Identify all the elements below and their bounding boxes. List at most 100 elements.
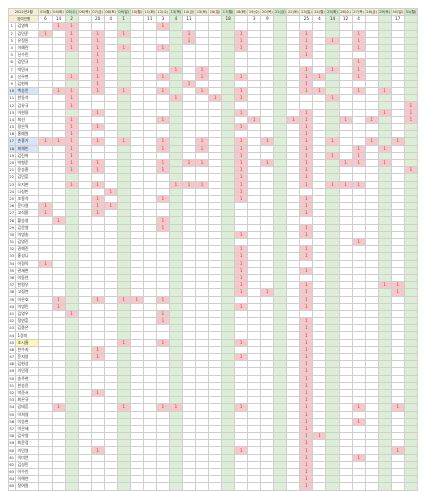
attendance-mark[interactable]: 1: [299, 432, 314, 441]
attendance-cell[interactable]: [129, 252, 144, 261]
attendance-cell[interactable]: [195, 302, 210, 311]
attendance-cell[interactable]: [286, 216, 301, 225]
attendance-cell[interactable]: [234, 360, 249, 369]
attendance-cell[interactable]: [142, 151, 157, 160]
attendance-cell[interactable]: [247, 482, 262, 491]
attendance-cell[interactable]: [247, 209, 262, 218]
attendance-cell[interactable]: [338, 453, 353, 462]
attendance-cell[interactable]: [273, 388, 288, 398]
attendance-mark[interactable]: 1: [299, 446, 314, 455]
attendance-cell[interactable]: [77, 151, 92, 160]
attendance-cell[interactable]: [299, 237, 314, 247]
attendance-cell[interactable]: [403, 223, 419, 232]
attendance-cell[interactable]: [208, 43, 223, 53]
attendance-cell[interactable]: [364, 22, 379, 31]
attendance-cell[interactable]: [129, 381, 144, 390]
attendance-cell[interactable]: [364, 79, 379, 89]
attendance-cell[interactable]: [221, 101, 236, 110]
attendance-cell[interactable]: [312, 79, 327, 89]
attendance-cell[interactable]: [103, 475, 118, 484]
attendance-cell[interactable]: [38, 180, 53, 189]
attendance-cell[interactable]: [38, 166, 53, 175]
attendance-mark[interactable]: 1: [351, 65, 366, 74]
attendance-mark[interactable]: 1: [64, 130, 79, 139]
attendance-cell[interactable]: [155, 36, 170, 45]
attendance-cell[interactable]: [377, 367, 392, 376]
attendance-cell[interactable]: [90, 403, 105, 412]
attendance-cell[interactable]: [403, 252, 419, 261]
member-name[interactable]: 홍성니: [14, 252, 40, 261]
attendance-cell[interactable]: [286, 381, 301, 390]
attendance-cell[interactable]: [260, 367, 275, 376]
attendance-cell[interactable]: [312, 144, 327, 153]
attendance-cell[interactable]: [364, 72, 379, 81]
attendance-cell[interactable]: [181, 288, 197, 297]
attendance-cell[interactable]: [234, 482, 249, 491]
attendance-cell[interactable]: [273, 173, 288, 182]
attendance-cell[interactable]: [325, 403, 340, 412]
attendance-cell[interactable]: [273, 410, 288, 419]
attendance-cell[interactable]: [51, 388, 66, 398]
attendance-cell[interactable]: [338, 223, 353, 232]
attendance-cell[interactable]: [286, 367, 301, 376]
attendance-cell[interactable]: [377, 324, 392, 333]
attendance-cell[interactable]: [260, 331, 275, 340]
attendance-cell[interactable]: [64, 65, 79, 74]
attendance-cell[interactable]: [247, 22, 262, 31]
attendance-cell[interactable]: [142, 410, 157, 419]
attendance-cell[interactable]: [77, 29, 92, 38]
attendance-cell[interactable]: [103, 216, 118, 225]
attendance-cell[interactable]: [116, 345, 131, 355]
attendance-cell[interactable]: [51, 417, 66, 426]
attendance-cell[interactable]: [221, 122, 236, 132]
attendance-cell[interactable]: [338, 187, 353, 196]
attendance-cell[interactable]: [129, 417, 144, 426]
attendance-cell[interactable]: [51, 223, 66, 232]
attendance-mark[interactable]: 1: [195, 87, 210, 96]
attendance-cell[interactable]: [377, 187, 392, 196]
attendance-cell[interactable]: [116, 453, 131, 462]
attendance-cell[interactable]: [377, 432, 392, 441]
attendance-cell[interactable]: [286, 209, 301, 218]
attendance-cell[interactable]: [77, 345, 92, 355]
attendance-cell[interactable]: [195, 345, 210, 355]
attendance-cell[interactable]: [129, 475, 144, 484]
attendance-mark[interactable]: 1: [325, 137, 340, 146]
member-name[interactable]: 이희영: [14, 410, 40, 419]
attendance-cell[interactable]: [116, 281, 131, 290]
attendance-cell[interactable]: [260, 460, 275, 470]
attendance-cell[interactable]: [195, 374, 210, 383]
attendance-cell[interactable]: [247, 166, 262, 175]
attendance-cell[interactable]: [155, 439, 170, 448]
attendance-mark[interactable]: 1: [299, 324, 314, 333]
attendance-cell[interactable]: [77, 259, 92, 268]
attendance-cell[interactable]: [390, 65, 405, 74]
member-name[interactable]: 권해진: [14, 245, 40, 254]
attendance-cell[interactable]: [377, 22, 392, 31]
attendance-cell[interactable]: [90, 288, 105, 297]
attendance-cell[interactable]: [312, 94, 327, 103]
day-header[interactable]: 10(월): [129, 7, 144, 17]
attendance-cell[interactable]: [116, 381, 131, 390]
attendance-mark[interactable]: 1: [38, 137, 53, 146]
attendance-cell[interactable]: [273, 216, 288, 225]
attendance-cell[interactable]: [351, 345, 366, 355]
attendance-cell[interactable]: [168, 202, 183, 211]
attendance-cell[interactable]: [129, 352, 144, 362]
attendance-cell[interactable]: [195, 475, 210, 484]
attendance-cell[interactable]: [377, 309, 392, 319]
attendance-mark[interactable]: 1: [299, 331, 314, 340]
attendance-cell[interactable]: [90, 266, 105, 275]
attendance-cell[interactable]: [77, 388, 92, 398]
attendance-mark[interactable]: 1: [299, 144, 314, 153]
attendance-cell[interactable]: [286, 223, 301, 232]
attendance-cell[interactable]: [221, 460, 236, 470]
attendance-cell[interactable]: [77, 72, 92, 81]
count-cell[interactable]: [195, 15, 210, 24]
attendance-cell[interactable]: [116, 79, 131, 89]
attendance-cell[interactable]: [116, 72, 131, 81]
attendance-mark[interactable]: 1: [299, 223, 314, 232]
attendance-cell[interactable]: [103, 388, 118, 398]
attendance-cell[interactable]: [286, 273, 301, 283]
attendance-mark[interactable]: 1: [90, 65, 105, 74]
